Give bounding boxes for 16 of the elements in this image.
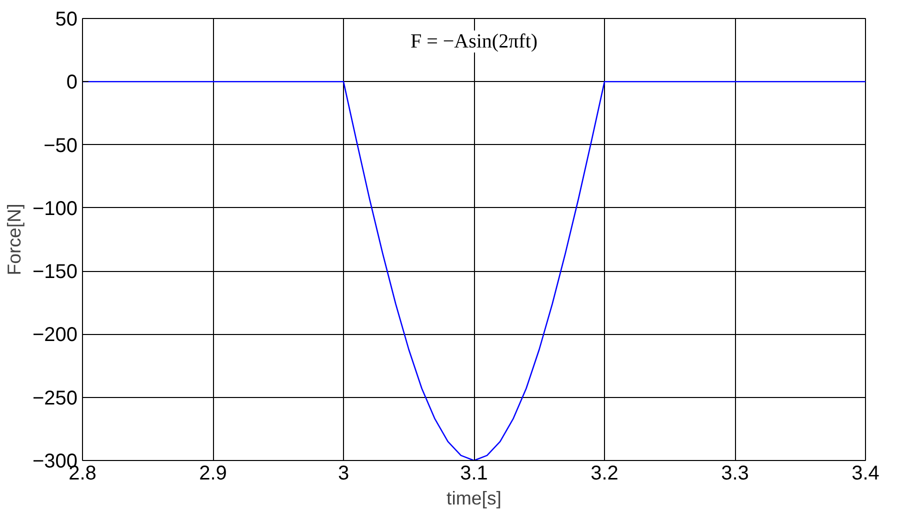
y-tick-label: 0 <box>66 72 78 94</box>
x-tick-label: 3.2 <box>590 462 618 484</box>
annotation: F = −Asin(2πft) <box>410 30 538 52</box>
y-tick-label: −50 <box>44 134 78 157</box>
y-tick-label: −150 <box>32 261 78 284</box>
x-tick-label: 3.4 <box>852 462 880 484</box>
x-tick-label: 2.9 <box>199 462 227 484</box>
y-tick-label: −100 <box>32 198 78 220</box>
x-axis-title: time[s] <box>446 488 502 508</box>
x-tick-label: 3.1 <box>460 462 488 484</box>
x-tick-label: 3 <box>338 462 350 484</box>
y-tick-label: 50 <box>55 8 78 30</box>
y-tick-label: −250 <box>32 387 78 410</box>
y-axis-title: Force[N] <box>3 204 24 276</box>
y-tick-label: −200 <box>32 324 78 346</box>
x-tick-label: 3.3 <box>721 462 749 484</box>
